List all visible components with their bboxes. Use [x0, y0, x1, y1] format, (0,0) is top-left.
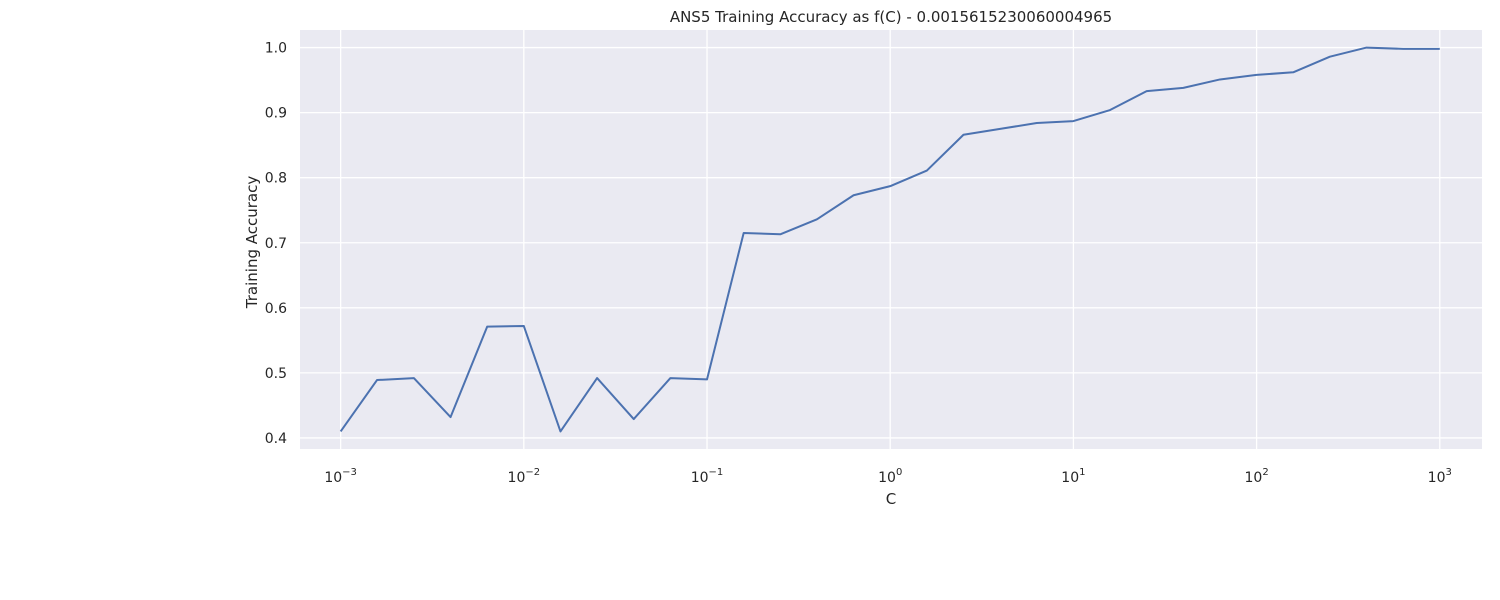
chart-title: ANS5 Training Accuracy as f(C) - 0.00156… — [670, 8, 1112, 26]
y-tick-label: 0.7 — [265, 236, 287, 252]
x-tick-label: 103 — [1428, 467, 1452, 486]
x-tick-label: 10−1 — [691, 467, 724, 486]
y-tick-label: 0.4 — [265, 431, 287, 447]
y-axis-ticks: 0.4 0.5 0.6 0.7 0.8 0.9 1.0 — [265, 41, 287, 447]
x-tick-label: 10−2 — [508, 467, 541, 486]
x-tick-label: 100 — [878, 467, 902, 486]
x-tick-label: 101 — [1061, 467, 1085, 486]
x-tick-label: 102 — [1244, 467, 1268, 486]
y-tick-label: 0.6 — [265, 301, 287, 317]
y-tick-label: 0.9 — [265, 106, 287, 122]
plot-area — [300, 30, 1482, 449]
series-line — [339, 46, 1440, 433]
y-tick-label: 0.5 — [265, 366, 287, 382]
y-tick-label: 0.8 — [265, 171, 287, 187]
gridlines — [300, 30, 1482, 449]
y-axis-label: Training Accuracy — [243, 176, 261, 310]
x-axis-ticks: 10−3 10−2 10−1 100 101 102 103 — [324, 467, 1452, 486]
y-tick-label: 1.0 — [265, 41, 287, 57]
x-tick-label: 10−3 — [324, 467, 357, 486]
x-axis-label: C — [886, 490, 896, 508]
